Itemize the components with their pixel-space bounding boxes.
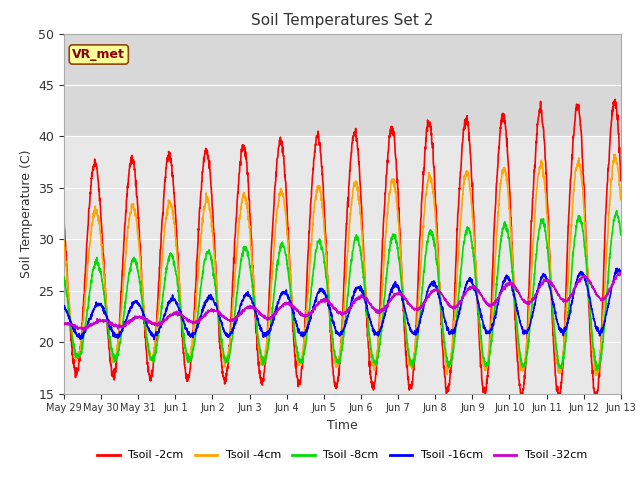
Tsoil -32cm [80, 327, 88, 333]
Tsoil -2cm [591, 401, 599, 407]
Tsoil -2cm [371, 381, 378, 387]
X-axis label: Time: Time [327, 419, 358, 432]
Y-axis label: Soil Temperature (C): Soil Temperature (C) [20, 149, 33, 278]
Tsoil -32cm [359, 294, 367, 300]
Tsoil -8cm [617, 232, 625, 238]
Line: Tsoil -4cm: Tsoil -4cm [64, 154, 621, 375]
Tsoil -4cm [592, 372, 600, 378]
Tsoil -16cm [504, 274, 512, 280]
Tsoil -8cm [358, 265, 366, 271]
Tsoil -8cm [60, 276, 68, 281]
Bar [64, 34, 621, 136]
Tsoil -4cm [583, 261, 591, 266]
Tsoil -2cm [568, 163, 575, 168]
Tsoil -32cm [60, 321, 68, 327]
Tsoil -2cm [617, 178, 625, 183]
Tsoil -16cm [359, 289, 367, 295]
Tsoil -2cm [60, 214, 68, 219]
Tsoil -8cm [216, 320, 223, 325]
Tsoil -8cm [504, 231, 512, 237]
Tsoil -8cm [583, 267, 591, 273]
Tsoil -16cm [613, 265, 621, 271]
Tsoil -4cm [371, 363, 378, 369]
Tsoil -32cm [616, 270, 624, 276]
Tsoil -32cm [216, 310, 223, 316]
Tsoil -8cm [568, 272, 575, 278]
Tsoil -16cm [584, 284, 591, 289]
Legend: Tsoil -2cm, Tsoil -4cm, Tsoil -8cm, Tsoil -16cm, Tsoil -32cm: Tsoil -2cm, Tsoil -4cm, Tsoil -8cm, Tsoi… [93, 446, 592, 465]
Tsoil -4cm [504, 191, 512, 196]
Tsoil -2cm [358, 228, 366, 233]
Tsoil -2cm [611, 96, 619, 102]
Tsoil -32cm [584, 276, 591, 282]
Line: Tsoil -8cm: Tsoil -8cm [64, 211, 621, 370]
Tsoil -32cm [568, 292, 575, 298]
Tsoil -16cm [150, 336, 158, 342]
Tsoil -4cm [611, 151, 618, 157]
Tsoil -4cm [216, 318, 223, 324]
Line: Tsoil -32cm: Tsoil -32cm [64, 273, 621, 330]
Tsoil -2cm [216, 336, 223, 342]
Line: Tsoil -2cm: Tsoil -2cm [64, 99, 621, 404]
Tsoil -32cm [504, 282, 512, 288]
Tsoil -8cm [593, 367, 600, 373]
Tsoil -16cm [60, 304, 68, 310]
Text: VR_met: VR_met [72, 48, 125, 61]
Tsoil -16cm [617, 271, 625, 277]
Tsoil -16cm [216, 313, 223, 319]
Title: Soil Temperatures Set 2: Soil Temperatures Set 2 [252, 13, 433, 28]
Tsoil -8cm [613, 208, 621, 214]
Tsoil -16cm [568, 301, 575, 307]
Tsoil -4cm [617, 197, 625, 203]
Tsoil -4cm [568, 223, 575, 229]
Tsoil -4cm [60, 239, 68, 244]
Tsoil -32cm [617, 271, 625, 276]
Tsoil -8cm [371, 359, 378, 365]
Tsoil -2cm [583, 257, 591, 263]
Tsoil -32cm [371, 307, 379, 313]
Tsoil -2cm [504, 159, 512, 165]
Line: Tsoil -16cm: Tsoil -16cm [64, 268, 621, 339]
Tsoil -16cm [371, 328, 379, 334]
Tsoil -4cm [358, 238, 366, 244]
